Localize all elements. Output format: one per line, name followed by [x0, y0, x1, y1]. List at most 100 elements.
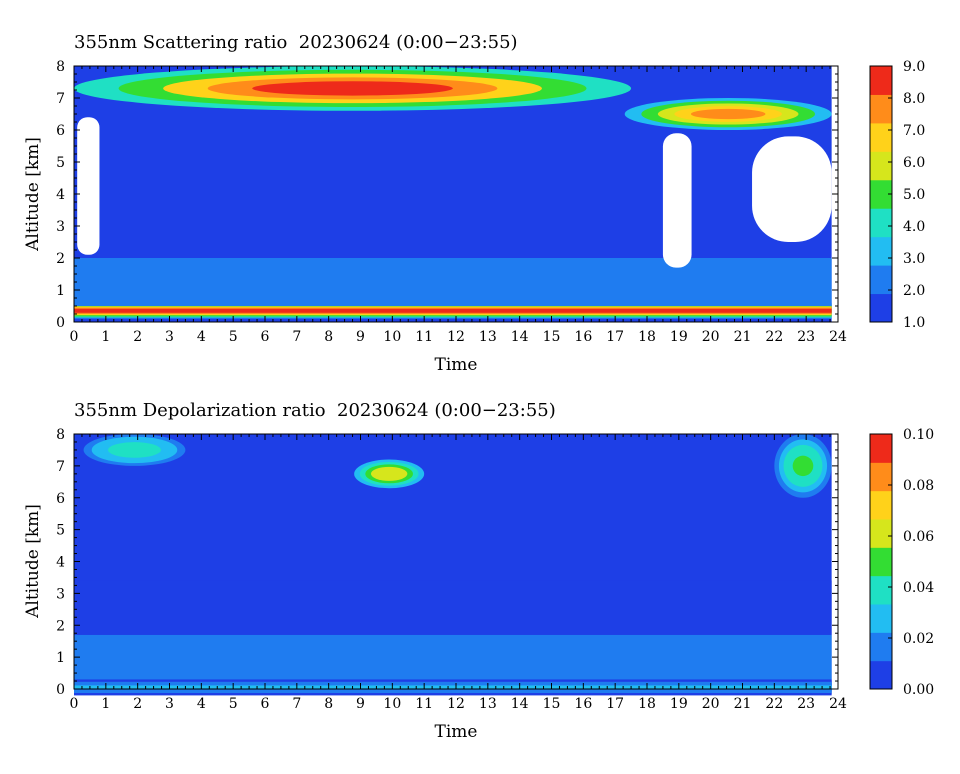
depolarization-ratio-colorbar-swatch: [870, 490, 892, 520]
scattering-ratio-colorbar-tick-label: 4.0: [903, 219, 925, 235]
scattering-ratio-x-tick-label: 7: [292, 329, 301, 345]
depolarization-ratio-colorbar-swatch: [870, 519, 892, 548]
depolarization-ratio-x-tick-label: 0: [70, 696, 79, 712]
scattering-ratio-x-tick-label: 17: [606, 329, 624, 345]
depolarization-ratio-colorbar-swatch: [870, 462, 892, 492]
depolarization-ratio-feature-aerosol-layer: [74, 580, 832, 635]
scattering-ratio-colorbar-tick-label: 6.0: [903, 155, 925, 171]
scattering-ratio-x-tick-label: 23: [797, 329, 815, 345]
depolarization-ratio-x-tick-label: 20: [702, 696, 720, 712]
depolarization-ratio-x-tick-label: 18: [638, 696, 656, 712]
scattering-ratio-x-tick-label: 12: [447, 329, 465, 345]
scattering-ratio-colorbar-swatch: [870, 236, 892, 266]
scattering-ratio-x-tick-label: 18: [638, 329, 656, 345]
depolarization-ratio-colorbar-frame: [869, 433, 893, 690]
scattering-ratio-x-tick-label: 8: [324, 329, 333, 345]
scattering-ratio-feature-high-cloud: [690, 108, 766, 120]
scattering-ratio-x-tick-label: 4: [197, 329, 206, 345]
scattering-ratio-x-tick-label: 11: [415, 329, 433, 345]
scattering-ratio-x-tick-label: 16: [574, 329, 592, 345]
depolarization-ratio-x-tick-label: 14: [511, 696, 529, 712]
scattering-ratio-plot-area: 0 1 2 3 4 5 6 7 8 9 10 11 12 13 14 15 16 17 18 19 20 21 22 23 24…: [56, 59, 925, 345]
depolarization-ratio-x-tick-label: 22: [765, 696, 783, 712]
depolarization-ratio-x-tick-label: 5: [229, 696, 238, 712]
scattering-ratio-colorbar-swatch: [870, 66, 892, 95]
depolarization-ratio-colorbar-tick-label: 0.00: [903, 682, 934, 698]
scattering-ratio-x-tick-label: 3: [165, 329, 174, 345]
depolarization-ratio-title: 355nm Depolarization ratio 20230624 (0:0…: [74, 400, 556, 421]
depolarization-ratio-x-tick-label: 24: [829, 696, 847, 712]
scattering-ratio-panel: 355nm Scattering ratio 20230624 (0:00−23…: [23, 32, 925, 375]
depolarization-ratio-x-tick-label: 9: [356, 696, 365, 712]
scattering-ratio-colorbar-swatch: [870, 208, 892, 238]
depolarization-ratio-y-tick-label: 0: [56, 682, 65, 698]
scattering-ratio-x-tick-label: 9: [356, 329, 365, 345]
scattering-ratio-x-tick-label: 5: [229, 329, 238, 345]
scattering-ratio-colorbar-swatch: [870, 94, 892, 124]
depolarization-ratio-feature-near-surface: [74, 685, 832, 690]
scattering-ratio-colorbar-tick-label: 5.0: [903, 187, 925, 203]
depolarization-ratio-x-tick-label: 4: [197, 696, 206, 712]
depolarization-ratio-x-tick-label: 1: [101, 696, 110, 712]
scattering-ratio-colorbar-swatch: [870, 179, 892, 209]
scattering-ratio-x-tick-label: 14: [511, 329, 529, 345]
scattering-ratio-x-tick-label: 21: [734, 329, 752, 345]
depolarization-ratio-colorbar-swatch: [870, 604, 892, 633]
depolarization-ratio-plot-area: 0 1 2 3 4 5 6 7 8 9 10 11 12 13 14 15 16 17 18 19 20 21 22 23 24…: [56, 427, 934, 712]
scattering-ratio-y-tick-label: 4: [56, 187, 65, 203]
depolarization-ratio-colorbar-tick-label: 0.02: [903, 631, 934, 647]
scattering-ratio-feature-no-data-gap: [662, 133, 692, 268]
depolarization-ratio-y-label: Altitude [km]: [23, 504, 43, 619]
scattering-ratio-colorbar-tick-label: 2.0: [903, 283, 925, 299]
scattering-ratio-feature-low-layer: [74, 258, 832, 306]
depolarization-ratio-x-tick-label: 23: [797, 696, 815, 712]
scattering-ratio-x-tick-label: 0: [70, 329, 79, 345]
depolarization-ratio-y-tick-label: 2: [56, 618, 65, 634]
depolarization-ratio-x-tick-label: 2: [133, 696, 142, 712]
depolarization-ratio-colorbar-tick-label: 0.04: [903, 580, 934, 596]
scattering-ratio-x-tick-label: 24: [829, 329, 847, 345]
depolarization-ratio-x-tick-label: 7: [292, 696, 301, 712]
scattering-ratio-x-tick-label: 13: [479, 329, 497, 345]
scattering-ratio-y-tick-label: 7: [56, 91, 65, 107]
scattering-ratio-x-tick-label: 6: [261, 329, 270, 345]
depolarization-ratio-feature-high-cloud: [376, 469, 402, 479]
depolarization-ratio-x-tick-label: 3: [165, 696, 174, 712]
depolarization-ratio-colorbar-tick-label: 0.10: [903, 427, 934, 443]
depolarization-ratio-y-tick-label: 8: [56, 427, 65, 443]
depolarization-ratio-colorbar-tick-label: 0.08: [903, 478, 934, 494]
depolarization-ratio-x-tick-label: 15: [543, 696, 561, 712]
scattering-ratio-x-tick-label: 20: [702, 329, 720, 345]
scattering-ratio-y-tick-label: 8: [56, 59, 65, 75]
scattering-ratio-colorbar-tick-label: 8.0: [903, 91, 925, 107]
depolarization-ratio-y-tick-label: 5: [56, 523, 65, 539]
depolarization-ratio-colorbar-swatch: [870, 434, 892, 463]
depolarization-ratio-panel: 355nm Depolarization ratio 20230624 (0:0…: [23, 400, 934, 742]
depolarization-ratio-x-tick-label: 11: [415, 696, 433, 712]
depolarization-ratio-colorbar-swatch: [870, 632, 892, 662]
depolarization-ratio-y-tick-label: 1: [56, 650, 65, 666]
depolarization-ratio-y-tick-label: 4: [56, 555, 65, 571]
scattering-ratio-colorbar-swatch: [870, 293, 892, 323]
scattering-ratio-colorbar-swatch: [870, 265, 892, 295]
depolarization-ratio-x-tick-label: 19: [670, 696, 688, 712]
scattering-ratio-colorbar-tick-label: 1.0: [903, 315, 925, 331]
depolarization-ratio-x-tick-label: 6: [261, 696, 270, 712]
depolarization-ratio-x-tick-label: 12: [447, 696, 465, 712]
depolarization-ratio-x-tick-label: 17: [606, 696, 624, 712]
depolarization-ratio-feature-aerosol-layer: [74, 634, 832, 680]
scattering-ratio-y-tick-label: 5: [56, 155, 65, 171]
scattering-ratio-y-tick-label: 0: [56, 315, 65, 331]
depolarization-ratio-feature-high-cloud: [116, 444, 153, 456]
depolarization-ratio-x-tick-label: 16: [574, 696, 592, 712]
depolarization-ratio-x-tick-label: 8: [324, 696, 333, 712]
scattering-ratio-x-tick-label: 19: [670, 329, 688, 345]
scattering-ratio-x-tick-label: 15: [543, 329, 561, 345]
scattering-ratio-colorbar-tick-label: 3.0: [903, 251, 925, 267]
scattering-ratio-y-tick-label: 3: [56, 219, 65, 235]
scattering-ratio-feature-no-data-gap: [77, 117, 100, 255]
depolarization-ratio-colorbar-swatch: [870, 575, 892, 605]
scattering-ratio-y-tick-label: 6: [56, 123, 65, 139]
depolarization-ratio-y-tick-label: 3: [56, 586, 65, 602]
